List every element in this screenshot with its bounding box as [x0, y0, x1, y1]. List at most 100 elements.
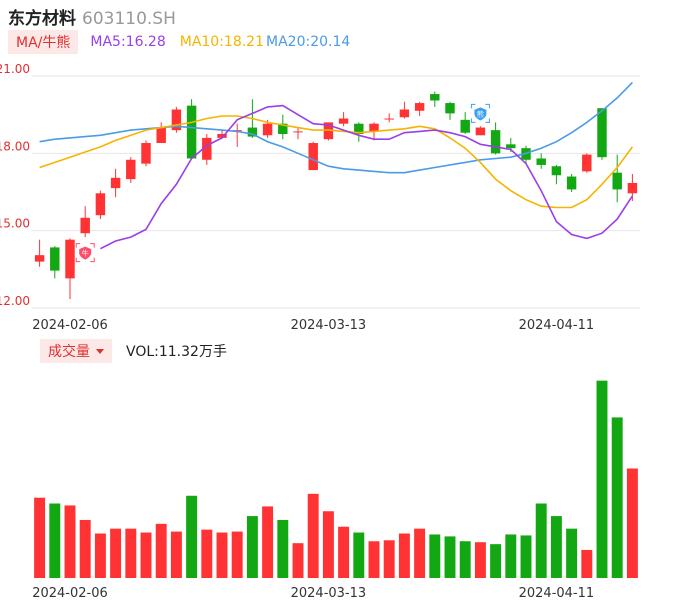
svg-text:熊: 熊 — [477, 109, 484, 118]
volume-bar-down — [353, 532, 365, 578]
volume-bar-up — [231, 531, 243, 578]
volume-bar-down — [429, 534, 441, 578]
volume-bar-down — [186, 495, 198, 578]
volume-bar-down — [459, 541, 471, 578]
volume-indicator-selector[interactable]: 成交量 — [40, 339, 112, 363]
candle-up — [65, 239, 75, 279]
volume-bar-up — [262, 506, 274, 578]
volume-readout: VOL:11.32万手 — [126, 344, 227, 360]
volume-bar-up — [414, 528, 426, 578]
candle-down — [186, 105, 197, 159]
volume-bar-up — [581, 549, 593, 578]
candle-up — [34, 255, 45, 262]
candle-up — [384, 118, 394, 120]
candle-up — [126, 159, 136, 180]
volume-bar-down — [611, 417, 623, 578]
candle-up — [369, 123, 379, 132]
volume-bar-up — [155, 523, 167, 578]
price-tick-label: 18.00 — [0, 139, 30, 153]
volume-bar-up — [474, 542, 486, 578]
bear-badge-icon: 熊 — [470, 103, 490, 123]
volume-bar-down — [520, 535, 532, 578]
price-date-label: 2024-03-13 — [291, 318, 367, 333]
candle-down — [612, 172, 622, 190]
volume-bar-up — [94, 533, 106, 578]
volume-bar-up — [307, 493, 319, 578]
candle-up — [217, 134, 227, 138]
candle-down — [597, 108, 607, 158]
stock-code: 603110.SH — [82, 9, 176, 29]
candle-down — [506, 144, 516, 149]
candle-up — [414, 103, 425, 111]
candle-up — [171, 109, 182, 131]
price-tick-label: 15.00 — [0, 217, 30, 231]
candle-down — [460, 119, 470, 133]
candle-down — [247, 127, 258, 137]
volume-bar-up — [34, 497, 46, 578]
price-tick-label: 12.00 — [0, 294, 30, 308]
candle-up — [95, 193, 106, 216]
chevron-down-icon — [96, 348, 104, 354]
volume-bar-down — [505, 534, 517, 578]
ma10-readout: MA10:18.21 — [179, 34, 265, 50]
volume-bar-down — [490, 544, 502, 578]
volume-bar-up — [79, 519, 91, 578]
volume-bar-up — [322, 511, 334, 578]
volume-bar-down — [550, 516, 562, 578]
volume-bar-up — [368, 541, 380, 578]
volume-bar-up — [292, 543, 304, 578]
volume-bar-down — [535, 503, 547, 578]
volume-indicator-bar: 成交量 VOL:11.32万手 — [40, 339, 227, 363]
volume-bar-down — [444, 536, 456, 578]
ma20-readout: MA20:20.14 — [266, 34, 351, 50]
bull-badge-icon: 牛 — [75, 243, 95, 263]
candle-down — [278, 123, 288, 134]
candle-up — [308, 143, 318, 171]
candle-up — [399, 109, 410, 118]
candle-up — [262, 123, 273, 136]
candle-up — [293, 131, 303, 133]
volume-indicator-selector-label: 成交量 — [48, 344, 90, 360]
candle-down — [354, 123, 364, 134]
ma5-readout: MA5:16.28 — [90, 34, 166, 50]
candle-up — [156, 127, 166, 144]
price-date-label: 2024-02-06 — [32, 318, 108, 333]
volume-bar-down — [49, 503, 61, 578]
volume-bar-up — [170, 531, 182, 578]
candle-down — [490, 130, 501, 154]
volume-date-label: 2024-02-06 — [32, 586, 108, 601]
volume-bar-up — [201, 529, 213, 578]
candle-up — [338, 118, 349, 124]
volume-bar-up — [140, 532, 152, 578]
candle-up — [110, 177, 121, 189]
ma-indicator-selector-label: MA/牛熊 — [16, 35, 71, 51]
candle-up — [80, 217, 90, 234]
ma5-line — [100, 104, 634, 250]
candle-up — [475, 127, 486, 136]
volume-bar-up — [216, 532, 228, 578]
volume-bar-up — [110, 528, 122, 578]
volume-bar-down — [277, 519, 289, 578]
candle-down — [430, 94, 440, 101]
candle-down — [50, 247, 60, 271]
volume-date-label: 2024-04-11 — [519, 586, 595, 601]
price-tick-label: 21.00 — [0, 62, 30, 76]
ma-indicator-selector[interactable]: MA/牛熊 — [8, 30, 79, 54]
ma20-line — [39, 81, 633, 174]
volume-date-label: 2024-03-13 — [291, 586, 367, 601]
ma10-line — [39, 115, 634, 209]
volume-bar-up — [626, 468, 638, 578]
candle-down — [536, 158, 546, 165]
volume-bar-down — [246, 516, 258, 578]
candle-down — [566, 176, 577, 190]
candle-down — [551, 166, 562, 176]
price-date-label: 2024-04-11 — [519, 318, 595, 333]
stock-name: 东方材料 — [8, 9, 76, 29]
volume-bar-up — [125, 528, 137, 578]
volume-bar-down — [596, 380, 608, 578]
stock-title: 东方材料 603110.SH — [8, 4, 176, 29]
volume-bar-up — [383, 540, 395, 578]
svg-text:牛: 牛 — [82, 249, 89, 258]
candle-up — [582, 154, 592, 172]
